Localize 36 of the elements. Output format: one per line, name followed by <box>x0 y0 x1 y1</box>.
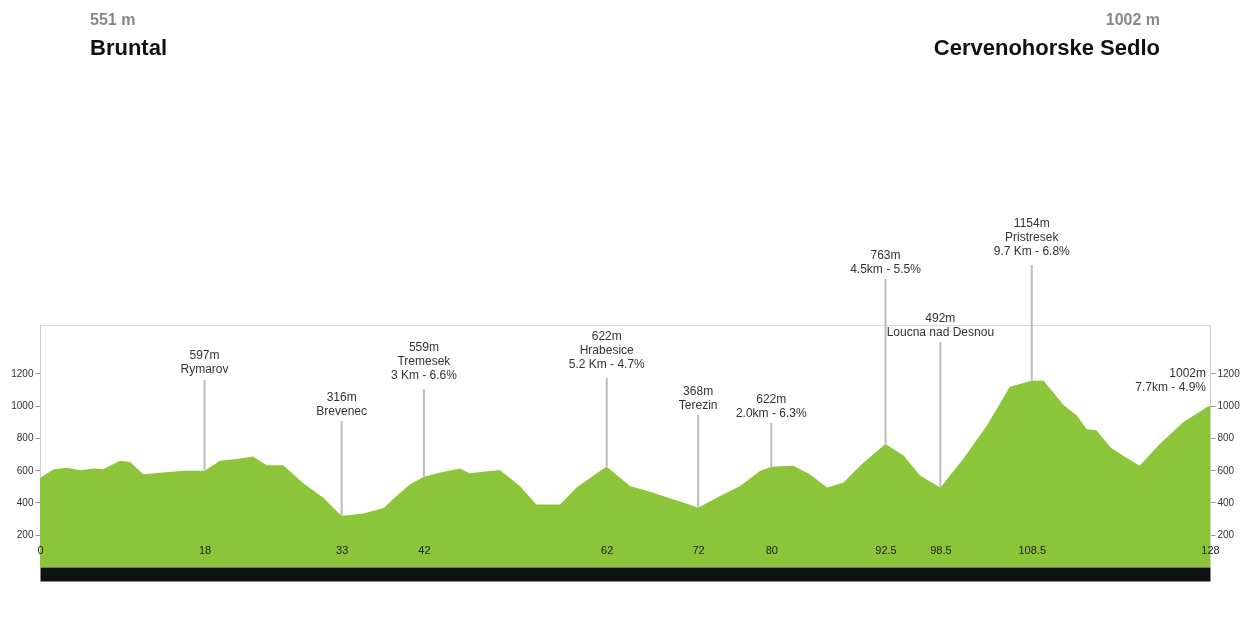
text: 1002 m <box>1105 11 1160 28</box>
x-tick-label: 108.5 <box>1018 543 1047 556</box>
annotation: 368m Terezin <box>678 384 718 412</box>
annotation: 622m 2.0km - 6.3% <box>735 392 807 420</box>
text: Cervenohorske Sedlo <box>933 35 1160 60</box>
x-tick-label: 80 <box>765 543 778 556</box>
y-tick-label: 800 <box>16 432 34 444</box>
x-tick-label: 42 <box>418 543 431 556</box>
x-tick-label: 33 <box>336 543 349 556</box>
x-tick-label: 62 <box>601 543 614 556</box>
x-tick-label: 0 <box>37 543 44 556</box>
y-tick-label: 600 <box>16 464 34 476</box>
x-tick-label: 72 <box>692 543 705 556</box>
text: Bruntal <box>90 35 167 60</box>
y2-tick-label: 1200 <box>1217 367 1241 379</box>
y-tick-label: 1000 <box>11 400 34 412</box>
annotation: 597m Rymarov <box>180 348 229 376</box>
x-tick-label: 92.5 <box>875 543 897 556</box>
annotation: 492m Loucna nad Desnou <box>886 311 995 339</box>
y-tick-label: 200 <box>16 529 34 541</box>
annotation: 559m Tremesek 3 Km - 6.6% <box>390 340 458 382</box>
annotation: 316m Brevenec <box>316 390 367 418</box>
annotation: 1002m 7.7km - 4.9% <box>1135 366 1207 394</box>
y-tick-label: 1200 <box>11 367 34 379</box>
annotation: 1154m Pristresek 9.7 Km - 6.8% <box>993 216 1071 258</box>
x-tick-label: 18 <box>198 543 212 556</box>
y2-tick-label: 200 <box>1217 529 1235 541</box>
y2-tick-label: 600 <box>1217 464 1235 476</box>
x-tick-label: 98.5 <box>930 543 952 556</box>
y2-tick-label: 400 <box>1217 496 1235 508</box>
y2-tick-label: 800 <box>1217 432 1235 444</box>
y2-tick-label: 1000 <box>1217 400 1241 412</box>
y-tick-label: 400 <box>16 496 34 508</box>
annotation: 622m Hrabesice 5.2 Km - 4.7% <box>568 329 646 371</box>
text: 551 m <box>90 11 136 28</box>
annotation: 763m 4.5km - 5.5% <box>850 248 922 276</box>
